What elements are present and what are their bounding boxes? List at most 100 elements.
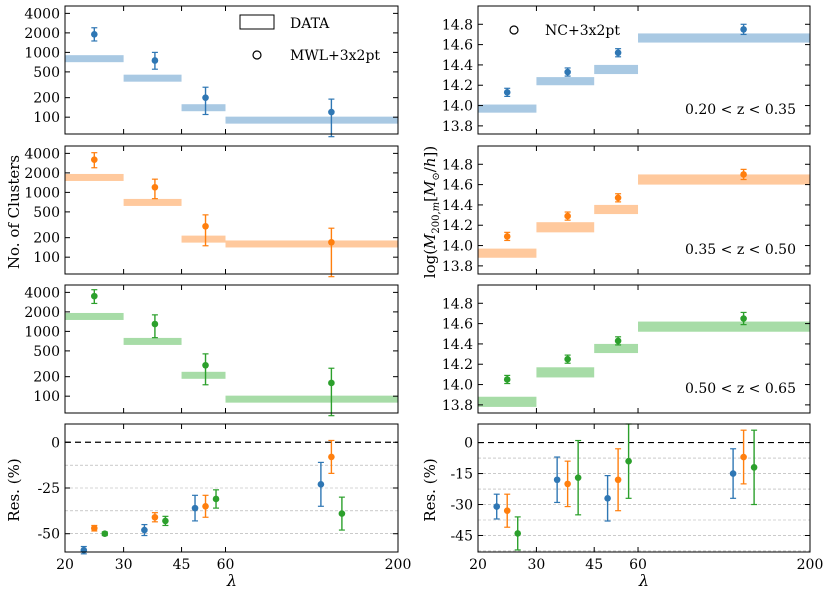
res-right-frame [477,423,811,553]
res-left-point [91,524,98,532]
res-left-ytick-label: 0 [51,435,60,451]
mass-z3-data-bin [478,396,537,407]
res-left-ytick-label: -50 [37,527,60,543]
count-z2-frame [64,145,399,275]
right-xlabel: λ [638,571,649,590]
mass-z3-ytick-label: 14.4 [442,337,473,353]
res-left-ytick-label: -25 [37,481,60,497]
res-left-point [212,495,220,503]
res-left-point [338,510,346,517]
count-z3-ytick-label: 4000 [24,285,60,301]
res-right-point [604,495,611,502]
count-z2-ytick-label: 1000 [24,185,60,201]
res-right-point [503,507,511,515]
count-z3-ytick-label: 2000 [24,305,60,321]
mass-z1-data-bin [478,104,537,113]
count-z1-point [91,31,98,38]
res-right-point [740,453,747,461]
mass-z2-data-bin [638,174,810,185]
count-z2-point [151,183,159,191]
mass-z2-ytick-label: 14.0 [442,239,473,255]
count-z3-data-bin [225,395,398,403]
mass-z3-frame [477,284,811,414]
count-z1-point [151,57,159,64]
left-xlabel: λ [226,571,237,590]
res-right-point [564,480,571,488]
mass-z2-point [564,212,571,220]
mass-z2-data-bin [478,248,537,258]
res-left-point [191,504,199,512]
count-z3-point [328,379,335,387]
res-left-point [202,502,209,510]
mass-z1-legend-circle-marker [509,25,519,35]
count-z3-point [202,361,209,369]
mass-z2-ytick-label: 14.4 [442,198,473,214]
res-left-xtick-label: 200 [385,557,412,573]
res-right-xtick-label: 200 [797,557,824,573]
count-z1-data-bin [65,55,124,63]
res-right-point [493,503,501,510]
count-z1-ytick-label: 1000 [24,45,60,61]
mass-z3-point [614,337,622,345]
res-right-xtick-label: 20 [469,557,487,573]
res-left-point [151,513,159,521]
right-ylabel-res: Res. (%) [421,458,439,521]
count-z2-data-bin [65,173,124,181]
count-z1-data-bin [181,104,226,112]
count-z1-point [328,108,335,116]
mass-z1-ytick-label: 14.8 [442,17,473,33]
count-z2-ytick-label: 2000 [24,166,60,182]
mass-z1-redshift-annotation: 0.20 < z < 0.35 [685,102,796,118]
count-z1-point [202,94,209,101]
res-right-ytick-label: -30 [450,498,473,514]
mass-z2-ytick-label: 14.6 [442,178,473,194]
mass-z3-data-bin [638,321,810,332]
count-z3-ytick-label: 100 [33,389,60,405]
res-right-point [729,470,737,477]
mass-z2-ytick-label: 14.2 [442,218,473,234]
mass-z3-data-bin [536,367,595,378]
mass-z1-data-bin [638,33,810,43]
res-right-point [750,464,758,471]
mass-z3-point [740,315,747,322]
res-left-xtick-label: 45 [173,557,191,573]
mass-z3-ytick-label: 14.0 [442,378,473,394]
res-right-point [553,476,561,484]
res-right-ytick-label: -45 [450,528,473,544]
res-left-frame [64,423,399,553]
mass-z1-legend-label: NC+3x2pt [545,23,620,39]
mass-z3-ytick-label: 14.2 [442,357,473,373]
count-z2-ytick-label: 100 [33,250,60,266]
mass-z1-ytick-label: 14.6 [442,38,473,54]
left-ylabel-res: Res. (%) [5,458,23,521]
res-right-ytick-label: 0 [464,436,473,452]
mass-z2-data-bin [536,222,595,233]
mass-z1-point [614,49,622,57]
count-z3-data-bin [65,312,124,320]
mass-z2-point [503,233,511,240]
res-left-point [162,517,169,525]
res-left-point [317,481,325,488]
mass-z1-point [503,89,511,96]
left-ylabel-count: No. of Clusters [5,155,23,269]
mass-z1-point [740,26,747,33]
count-z3-ytick-label: 200 [33,370,60,386]
count-z1-ytick-label: 2000 [24,26,60,42]
mass-z1-ytick-label: 13.8 [442,119,473,135]
mass-z3-data-bin [594,343,639,354]
res-right-point [625,457,632,465]
mass-z1-data-bin [594,64,639,75]
count-z1-legend-box-marker [239,14,275,30]
mass-z1-ytick-label: 14.4 [442,58,473,74]
count-z2-ytick-label: 500 [33,205,60,221]
count-z3-ytick-label: 500 [33,344,60,360]
mass-z2-frame [477,145,811,275]
count-z2-data-bin [123,198,182,206]
mass-z3-ytick-label: 14.6 [442,317,473,333]
res-right-point [514,530,522,537]
res-left-xtick-label: 60 [217,557,235,573]
mass-z2-point [740,171,747,178]
count-z3-point [151,320,159,328]
mass-z2-ytick-label: 14.8 [442,157,473,173]
